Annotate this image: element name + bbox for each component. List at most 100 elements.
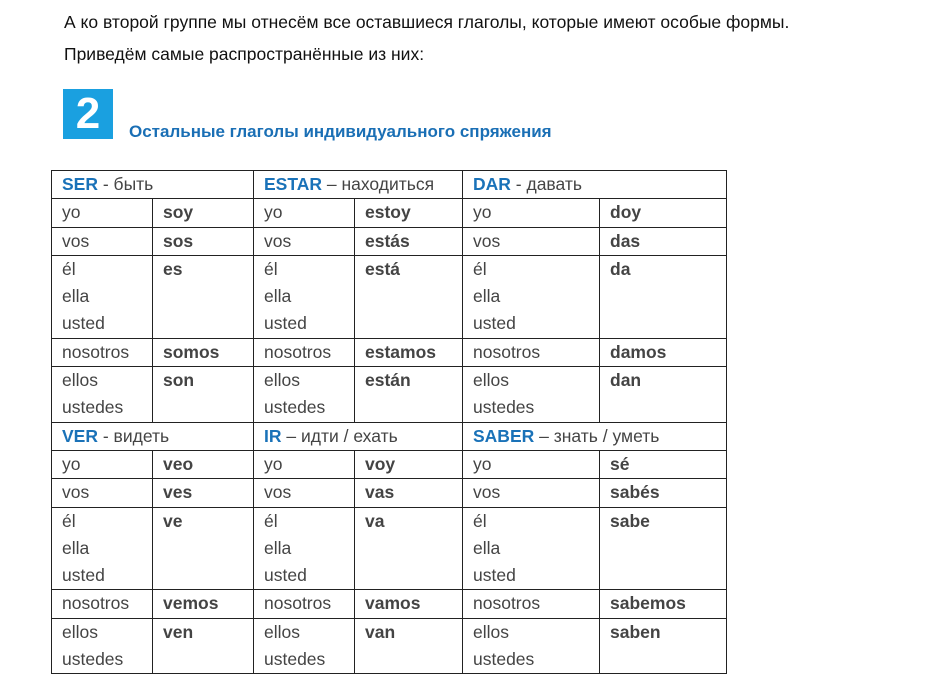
- verb-header-row: SER - быть ESTAR – находиться DAR - давать: [51, 169, 727, 200]
- verb-header-cell: SER - быть: [51, 169, 254, 200]
- verb-header-cell: IR – идти / ехать: [253, 421, 463, 451]
- verb-header-cell: SABER – знать / уметь: [462, 421, 727, 451]
- verb-infinitive: DAR: [473, 174, 511, 194]
- pronoun-cell: ellos ustedes: [51, 617, 153, 675]
- verb-form-cell: estás: [354, 226, 463, 256]
- verb-separator: -: [510, 174, 527, 194]
- pronoun-cell: vos: [51, 478, 153, 508]
- verb-form-cell: vamos: [354, 589, 463, 619]
- pronoun-cell: yo: [462, 449, 600, 480]
- pronoun-cell: nosotros: [253, 589, 355, 619]
- verb-separator: -: [97, 174, 114, 194]
- verb-form-cell: sabés: [599, 478, 727, 508]
- conjugation-table: SER - быть ESTAR – находиться DAR - давать…: [51, 169, 727, 675]
- verb-form-cell: son: [152, 366, 254, 423]
- pronoun-cell: yo: [51, 449, 153, 480]
- pronoun-cell: yo: [253, 198, 355, 228]
- verb-form-cell: ves: [152, 478, 254, 508]
- conjugation-row: vos sos vos estás vos das: [51, 226, 727, 256]
- verb-meaning: видеть: [113, 425, 170, 446]
- pronoun-cell: ellos ustedes: [253, 366, 355, 423]
- pronoun-cell: nosotros: [462, 589, 600, 619]
- verb-form-cell: van: [354, 617, 463, 675]
- verb-infinitive: IR: [264, 425, 282, 446]
- verb-form-cell: vemos: [152, 589, 254, 619]
- verb-form-cell: están: [354, 366, 463, 423]
- verb-infinitive: SER: [62, 174, 98, 194]
- verb-separator: –: [281, 425, 301, 446]
- conjugation-row: él ella usted ve él ella usted va él ella us…: [51, 506, 727, 591]
- pronoun-cell: nosotros: [253, 337, 355, 368]
- verb-form-cell: soy: [152, 198, 254, 228]
- verb-form-cell: somos: [152, 337, 254, 368]
- verb-infinitive: SABER: [473, 425, 535, 446]
- pronoun-cell: vos: [253, 226, 355, 256]
- section-title: Остальные глаголы индивидуального спряже…: [129, 122, 552, 141]
- verb-form-cell: ve: [152, 506, 254, 591]
- pronoun-cell: él ella usted: [462, 254, 600, 339]
- verb-meaning: идти / ехать: [300, 425, 398, 446]
- pronoun-cell: vos: [462, 226, 600, 256]
- verb-form-cell: va: [354, 506, 463, 591]
- pronoun-cell: yo: [462, 198, 600, 228]
- conjugation-row: yo veo yo voy yo sé: [51, 449, 727, 480]
- verb-meaning: знать / уметь: [553, 425, 660, 446]
- intro-line-1: А ко второй группе мы отнесём все оставш…: [64, 12, 790, 32]
- pronoun-cell: yo: [253, 449, 355, 480]
- conjugation-row: yo soy yo estoy yo doy: [51, 198, 727, 228]
- conjugation-row: ellos ustedes son ellos ustedes están ellos …: [51, 366, 727, 423]
- pronoun-cell: vos: [51, 226, 153, 256]
- verb-form-cell: es: [152, 254, 254, 339]
- pronoun-cell: yo: [51, 198, 153, 228]
- pronoun-cell: ellos ustedes: [462, 617, 600, 675]
- verb-form-cell: está: [354, 254, 463, 339]
- pronoun-cell: nosotros: [462, 337, 600, 368]
- verb-form-cell: estamos: [354, 337, 463, 368]
- verb-meaning: быть: [113, 174, 154, 194]
- verb-form-cell: ven: [152, 617, 254, 675]
- pronoun-cell: nosotros: [51, 337, 153, 368]
- verb-header-cell: ESTAR – находиться: [253, 169, 463, 200]
- verb-form-cell: sabe: [599, 506, 727, 591]
- verb-separator: -: [97, 425, 114, 446]
- verb-form-cell: sabemos: [599, 589, 727, 619]
- conjugation-row: él ella usted es él ella usted está él ella …: [51, 254, 727, 339]
- pronoun-cell: él ella usted: [253, 254, 355, 339]
- verb-form-cell: sé: [599, 449, 727, 480]
- verb-header-cell: DAR - давать: [462, 169, 727, 200]
- verb-header-cell: VER - видеть: [51, 421, 254, 451]
- pronoun-cell: vos: [462, 478, 600, 508]
- verb-form-cell: saben: [599, 617, 727, 675]
- pronoun-cell: nosotros: [51, 589, 153, 619]
- verb-meaning: давать: [526, 174, 583, 194]
- pronoun-cell: él ella usted: [253, 506, 355, 591]
- verb-form-cell: dan: [599, 366, 727, 423]
- pronoun-cell: ellos ustedes: [51, 366, 153, 423]
- verb-form-cell: das: [599, 226, 727, 256]
- verb-form-cell: estoy: [354, 198, 463, 228]
- verb-form-cell: da: [599, 254, 727, 339]
- verb-separator: –: [534, 425, 554, 446]
- conjugation-row: nosotros vemos nosotros vamos nosotros sabemo…: [51, 589, 727, 619]
- verb-header-row: VER - видеть IR – идти / ехать SABER – зна…: [51, 421, 727, 451]
- pronoun-cell: él ella usted: [51, 254, 153, 339]
- pronoun-cell: él ella usted: [51, 506, 153, 591]
- section-number-badge: 2: [63, 89, 113, 139]
- pronoun-cell: vos: [253, 478, 355, 508]
- pronoun-cell: ellos ustedes: [462, 366, 600, 423]
- verb-form-cell: sos: [152, 226, 254, 256]
- pronoun-cell: ellos ustedes: [253, 617, 355, 675]
- verb-infinitive: ESTAR: [264, 174, 323, 194]
- verb-form-cell: vas: [354, 478, 463, 508]
- conjugation-row: vos ves vos vas vos sabés: [51, 478, 727, 508]
- verb-meaning: находиться: [341, 174, 435, 194]
- conjugation-row: ellos ustedes ven ellos ustedes van ellos us…: [51, 617, 727, 675]
- verb-form-cell: doy: [599, 198, 727, 228]
- verb-separator: –: [322, 174, 342, 194]
- intro-line-2: Приведём самые распространённые из них:: [64, 44, 425, 64]
- pronoun-cell: él ella usted: [462, 506, 600, 591]
- verb-form-cell: veo: [152, 449, 254, 480]
- verb-form-cell: damos: [599, 337, 727, 368]
- verb-form-cell: voy: [354, 449, 463, 480]
- conjugation-row: nosotros somos nosotros estamos nosotros damo…: [51, 337, 727, 368]
